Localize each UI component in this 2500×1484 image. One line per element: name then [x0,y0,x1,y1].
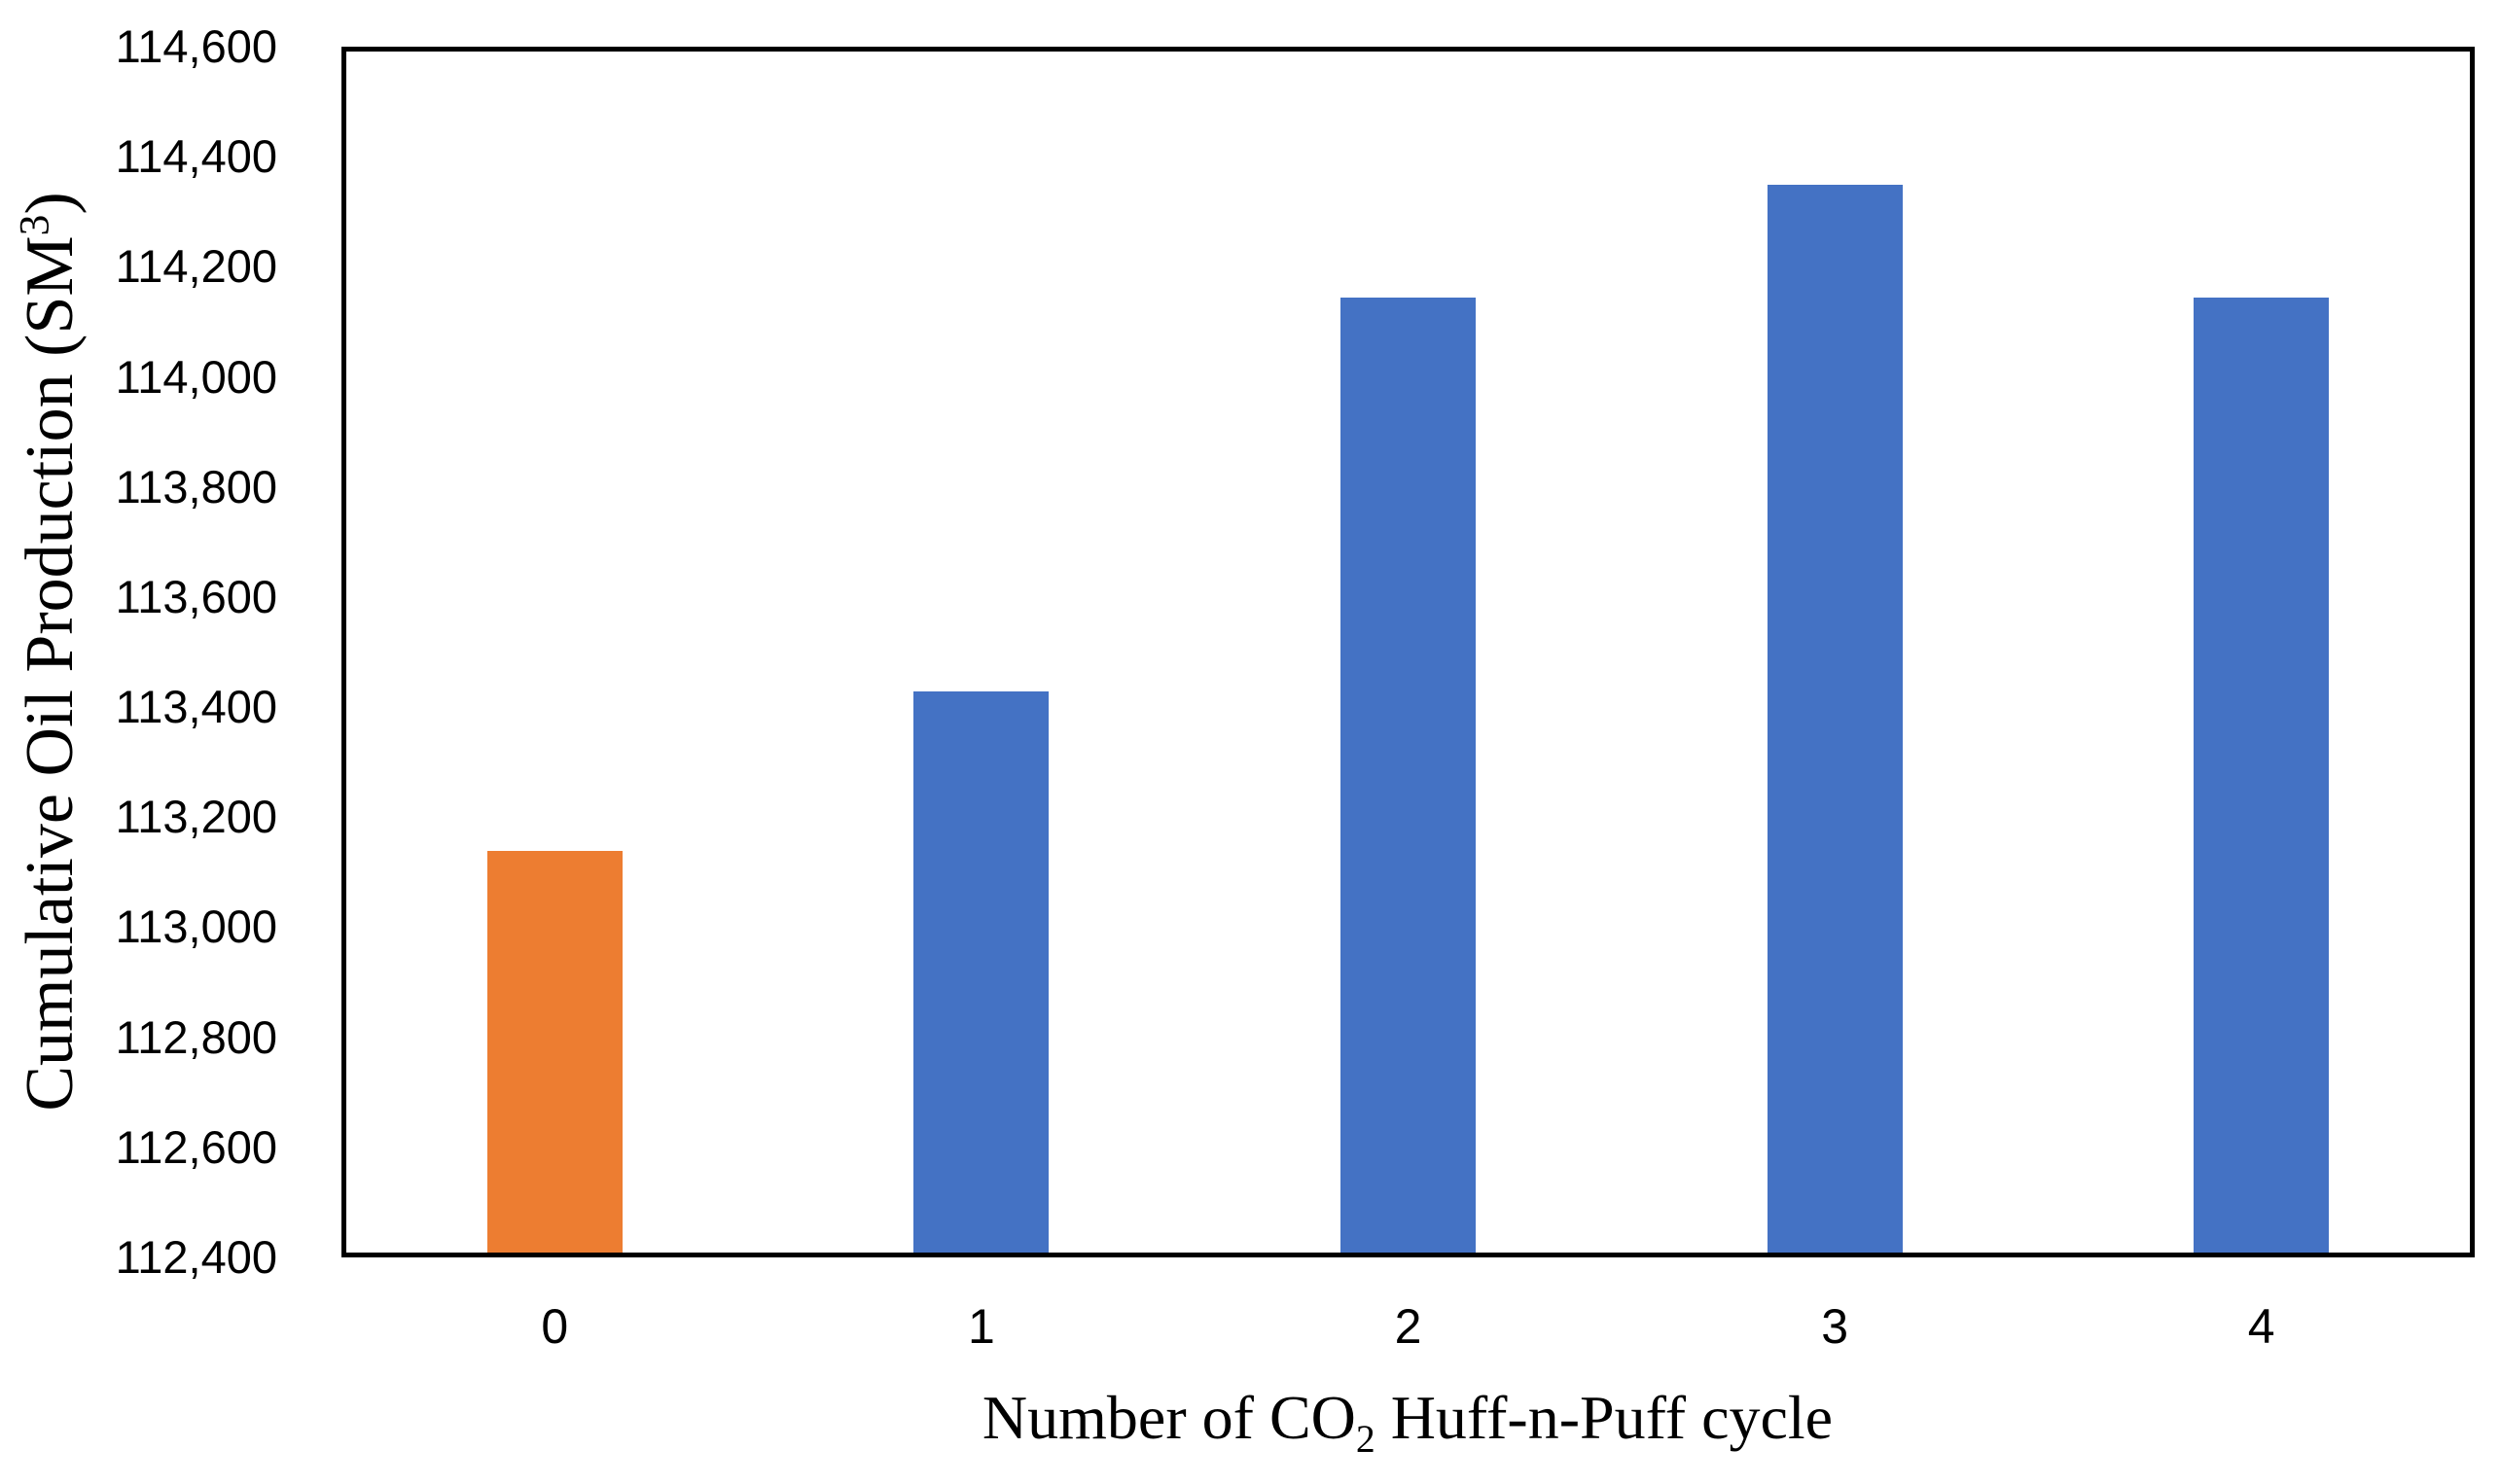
y-tick-label: 112,800 [115,1010,277,1063]
x-tick-label: 4 [2247,1299,2275,1354]
x-tick-label: 3 [1821,1299,1848,1354]
plot-area [341,47,2475,1257]
y-axis-title-close: ) [13,192,88,215]
y-tick-label: 112,400 [115,1231,277,1283]
x-tick-label: 0 [541,1299,569,1354]
y-tick-label: 113,600 [115,570,277,622]
y-tick-label: 113,000 [115,901,277,953]
x-axis-title: Number of CO2 Huff-n-Puff cycle [982,1382,1834,1459]
bar [1767,185,1903,1253]
x-tick-label: 2 [1394,1299,1422,1354]
y-axis-title-superscript: 3 [11,214,58,236]
x-axis-title-subscript: 2 [1355,1417,1375,1461]
x-axis-title-text: Number of CO [982,1383,1356,1452]
y-tick-label: 114,600 [115,20,277,72]
y-axis-title: Cumulative Oil Production (SM3) [12,192,89,1111]
y-tick-label: 112,600 [115,1120,277,1173]
bar [486,850,623,1253]
y-tick-label: 113,200 [115,791,277,843]
bar [913,690,1050,1253]
y-tick-label: 113,400 [115,681,277,733]
x-tick-label: 1 [967,1299,995,1354]
bar [1340,298,1476,1253]
bar [2194,298,2330,1253]
y-tick-label: 113,800 [115,460,277,512]
y-tick-label: 114,000 [115,350,277,403]
y-tick-label: 114,200 [115,240,277,293]
y-tick-label: 114,400 [115,130,277,183]
x-axis-title-close: Huff-n-Puff cycle [1375,1383,1834,1452]
